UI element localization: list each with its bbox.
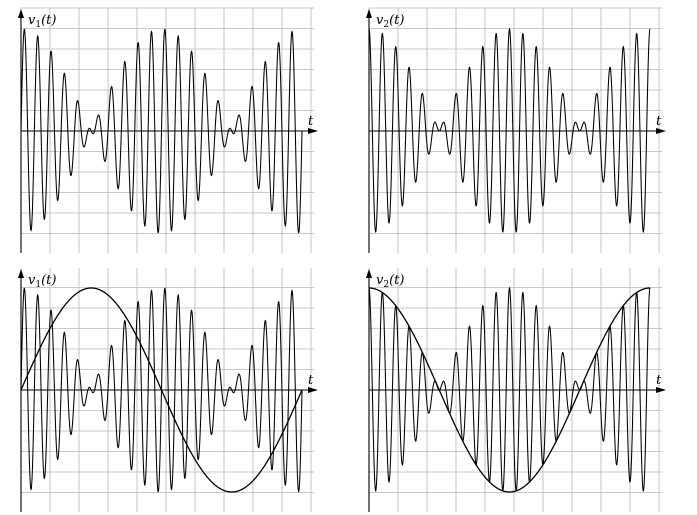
- y-axis-label: v1(t): [28, 13, 56, 30]
- y-axis-arrow: [18, 9, 24, 18]
- x-axis-label: t: [308, 373, 314, 388]
- envelope-curve: [20, 287, 303, 493]
- x-axis-arrow: [656, 387, 666, 393]
- y-axis-label: v2(t): [376, 13, 404, 30]
- chart-panel-bottom-right: v2(t) t: [366, 268, 666, 512]
- signal-curve: [368, 286, 651, 492]
- envelope-curve: [369, 287, 650, 493]
- y-axis-arrow: [18, 269, 24, 278]
- x-axis-arrow: [308, 387, 318, 393]
- chart-panel-top-left: v1(t) t: [18, 7, 318, 253]
- chart-panel-top-right: v2(t) t: [366, 7, 666, 253]
- y-axis-arrow: [366, 269, 372, 278]
- x-axis-label: t: [308, 114, 314, 129]
- signal-curve: [368, 27, 651, 233]
- chart-panel-bottom-left: v1(t) t: [18, 268, 318, 512]
- grid-bottom-left: [20, 268, 314, 512]
- x-axis-label: t: [656, 373, 662, 388]
- x-axis-label: t: [656, 114, 662, 129]
- y-axis-label: v1(t): [28, 273, 56, 290]
- y-axis-label: v2(t): [376, 273, 404, 290]
- y-axis-arrow: [366, 9, 372, 18]
- x-axis-arrow: [656, 128, 666, 134]
- signal-curve: [20, 28, 303, 234]
- x-axis-arrow: [308, 128, 318, 134]
